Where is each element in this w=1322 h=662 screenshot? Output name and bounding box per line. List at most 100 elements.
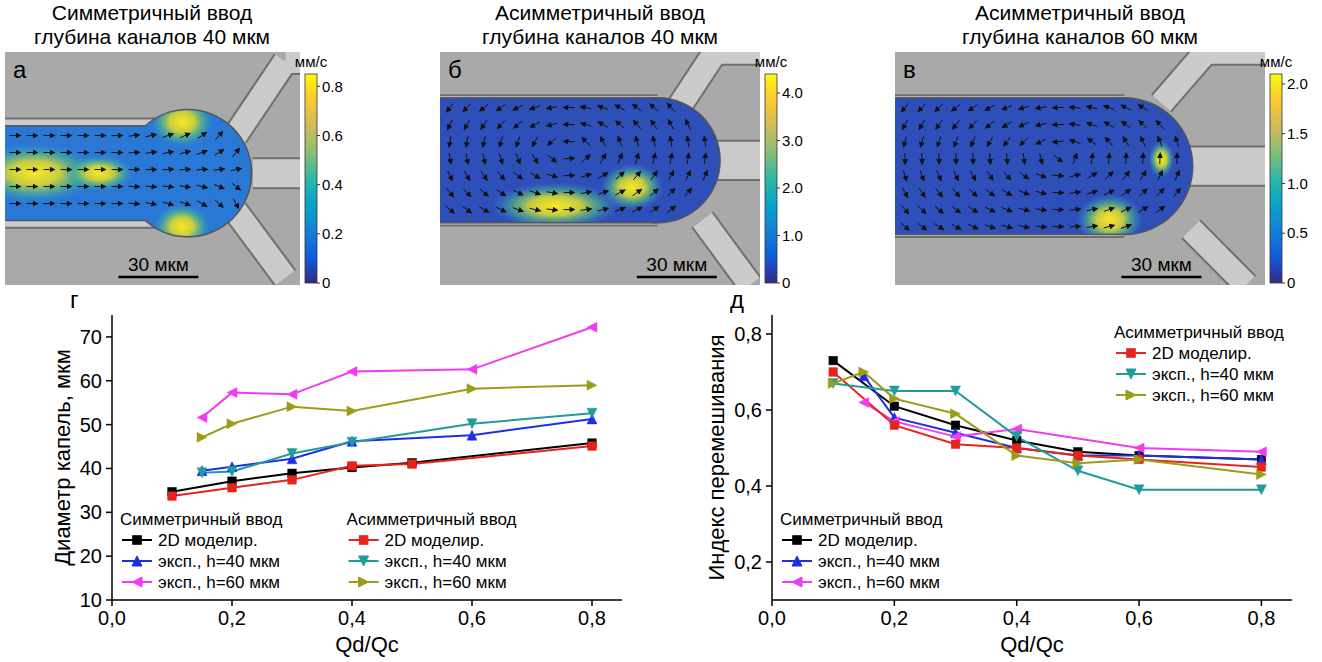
- colorbar-tick-label: 2.0: [782, 179, 803, 196]
- velocity-arrow: [937, 136, 940, 146]
- velocity-arrow: [112, 203, 123, 204]
- velocity-arrow: [214, 150, 223, 156]
- y-tick-label: 0,2: [734, 551, 762, 573]
- velocity-arrow: [514, 121, 522, 128]
- velocity-arrow: [600, 137, 605, 147]
- velocity-arrow: [1121, 207, 1131, 212]
- panel-letter: б: [448, 56, 462, 83]
- velocity-arrow: [95, 203, 106, 204]
- velocity-arrow: [180, 169, 191, 170]
- velocity-arrow: [1053, 175, 1064, 177]
- colorbar-tick: [1282, 233, 1285, 234]
- velocity-arrow: [1121, 225, 1131, 229]
- velocity-arrow: [598, 208, 609, 211]
- velocity-arrow: [1003, 172, 1010, 180]
- velocity-hotspot: [1076, 194, 1143, 245]
- velocity-arrow: [197, 185, 208, 188]
- image-content: [440, 52, 760, 285]
- velocity-arrow: [615, 105, 625, 110]
- legend: Асимметричный ввод2D моделир.эксп., h=40…: [1114, 323, 1284, 405]
- velocity-arrow: [1004, 137, 1011, 146]
- velocity-arrow: [78, 152, 89, 153]
- velocity-arrow: [10, 203, 21, 204]
- velocity-arrow: [615, 208, 625, 212]
- data-point: [828, 378, 838, 388]
- velocity-arrow: [112, 135, 123, 136]
- velocity-arrow: [1020, 138, 1028, 145]
- legend-label: эксп., h=60 мкм: [818, 573, 940, 592]
- micrograph: в30 мкм: [893, 52, 1265, 285]
- velocity-arrow: [129, 203, 140, 205]
- legend-title: Симметричный ввод: [120, 510, 282, 529]
- velocity-arrow: [920, 170, 924, 180]
- velocity-field: [440, 52, 760, 285]
- x-axis: [112, 599, 622, 601]
- panel-title: глубина каналов 40 мкм: [482, 25, 718, 48]
- y-tick: [106, 555, 112, 557]
- velocity-arrow: [581, 107, 592, 109]
- y-tick: [106, 336, 112, 338]
- velocity-arrow: [530, 173, 540, 178]
- y-axis-title: Индекс перемешивания: [704, 335, 729, 581]
- y-axis-title: Диаметр капель, мкм: [50, 349, 75, 566]
- velocity-arrow: [44, 135, 55, 136]
- velocity-arrow: [1053, 209, 1064, 210]
- velocity-arrow: [1138, 207, 1147, 213]
- panel-letter: д: [730, 286, 744, 313]
- channel: [235, 61, 285, 136]
- velocity-arrow: [466, 153, 468, 164]
- velocity-arrow: [1053, 141, 1064, 143]
- velocity-arrow: [44, 169, 55, 170]
- y-axis: [111, 315, 113, 600]
- velocity-arrow: [27, 186, 38, 187]
- velocity-arrow: [496, 104, 505, 110]
- velocity-arrow: [650, 104, 658, 111]
- velocity-arrow: [668, 120, 673, 130]
- velocity-arrow: [10, 135, 21, 136]
- colorbar-tick-label: 1.5: [1287, 125, 1308, 142]
- velocity-arrow: [27, 135, 38, 136]
- velocity-arrow: [618, 153, 622, 163]
- legend-label: эксп., h=40 мкм: [1152, 365, 1274, 384]
- data-point: [197, 432, 207, 442]
- velocity-arrow: [635, 153, 638, 164]
- data-point: [859, 367, 869, 377]
- colorbar-tick: [317, 233, 320, 234]
- data-point: [197, 468, 207, 478]
- colorbar-tick-label: 3.0: [782, 132, 803, 149]
- data-point: [197, 413, 207, 423]
- line-chart: 0,00,20,40,60,810203040506070Qd/QcДиамет…: [50, 286, 622, 657]
- data-point: [587, 380, 597, 390]
- series-line: [864, 402, 1262, 451]
- y-tick-label: 0,6: [734, 399, 762, 421]
- velocity-arrow: [952, 189, 959, 197]
- data-point: [588, 442, 597, 451]
- velocity-arrow: [95, 152, 106, 153]
- velocity-arrow: [547, 174, 558, 177]
- velocity-arrow: [600, 154, 605, 164]
- velocity-arrow: [1104, 106, 1114, 110]
- y-tick-label: 40: [80, 457, 102, 479]
- velocity-arrow: [513, 208, 523, 212]
- velocity-arrow: [163, 186, 174, 187]
- series-line: [172, 443, 592, 492]
- velocity-arrow: [1156, 206, 1165, 212]
- velocity-arrow: [952, 104, 961, 111]
- velocity-arrow: [1176, 153, 1177, 164]
- y-tick-label: 10: [80, 589, 102, 611]
- velocity-arrow: [479, 207, 488, 213]
- y-tick: [106, 512, 112, 514]
- velocity-arrow: [918, 206, 926, 214]
- legend-label: эксп., h=40 мкм: [818, 552, 940, 571]
- velocity-arrow: [464, 171, 470, 181]
- channel: [702, 220, 750, 285]
- y-tick: [766, 409, 772, 411]
- colorbar-tick-label: 4.0: [782, 84, 803, 101]
- panel-title: глубина каналов 40 мкм: [34, 25, 270, 48]
- velocity-arrow: [1175, 171, 1179, 181]
- legend-title: Асимметричный ввод: [347, 510, 517, 529]
- velocity-arrow: [686, 120, 691, 130]
- velocity-arrow: [1002, 208, 1012, 212]
- velocity-arrow: [919, 188, 925, 197]
- data-point: [859, 397, 869, 407]
